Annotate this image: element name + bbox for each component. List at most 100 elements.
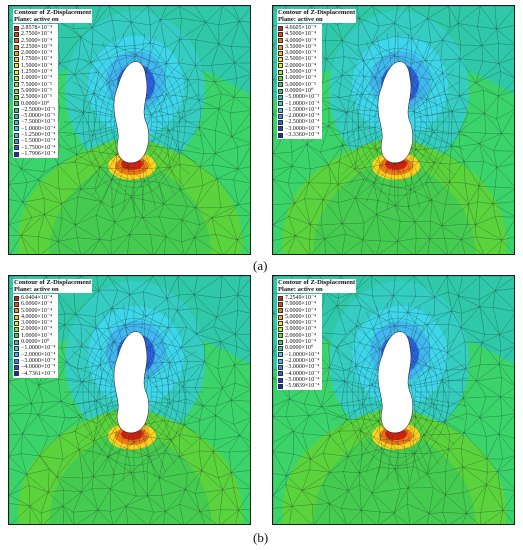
legend-swatch (14, 358, 19, 364)
legend-level: 4.5000×10⁻⁴ (278, 31, 320, 37)
legend-levels: 7.2549×10⁻⁴ 7.0000×10⁻⁴ 6.0000×10⁻⁴ 5.0000×… (277, 294, 322, 391)
legend-title: Contour of Z-Displacement (277, 279, 357, 286)
legend-swatch (278, 314, 283, 320)
legend-swatch (278, 339, 283, 345)
legend-level-value: 3.5000×10⁻⁴ (285, 43, 317, 50)
legend-level-value: −5.0000×10⁻⁵ (285, 94, 320, 101)
legend-level-value: 0.0000×10⁰ (21, 339, 50, 346)
contour-panel-a-left: Contour of Z-Displacement Plane: active … (8, 5, 251, 255)
legend-swatch (278, 38, 283, 44)
legend-swatch (14, 50, 19, 56)
legend-level-value: −1.7500×10⁻⁴ (21, 144, 56, 151)
legend-level-value: −1.5000×10⁻⁴ (285, 106, 320, 113)
legend-level-value: 1.5000×10⁻⁴ (21, 62, 53, 69)
legend-swatch (278, 383, 283, 389)
legend-level: 7.2549×10⁻⁴ (278, 295, 320, 301)
legend-level: 0.0000×10⁰ (14, 339, 56, 345)
legend-level-value: 4.0000×10⁻⁴ (285, 37, 317, 44)
legend-swatch (278, 132, 283, 138)
legend-level: 4.0000×10⁻⁴ (278, 38, 320, 44)
legend-swatch (278, 371, 283, 377)
legend-level-value: −1.2500×10⁻⁴ (21, 132, 56, 139)
legend-swatch (278, 76, 283, 82)
caption-b: (b) (253, 530, 269, 545)
legend-swatch (14, 69, 19, 75)
opening-cavity (113, 331, 149, 434)
legend-swatch (14, 76, 19, 82)
legend-swatch (14, 308, 19, 314)
contour-panel-b-left: Contour of Z-Displacement Plane: active … (8, 275, 251, 525)
legend-swatch (278, 308, 283, 314)
legend-level: 1.7500×10⁻⁴ (14, 56, 56, 62)
legend-level-value: 6.0000×10⁻⁴ (285, 307, 317, 314)
legend-level: 2.5000×10⁻⁵ (14, 94, 56, 100)
legend-swatch (278, 88, 283, 94)
legend-level-value: 2.0000×10⁻⁴ (21, 326, 53, 333)
legend-level-value: −3.0000×10⁻⁴ (285, 364, 320, 371)
legend-swatch (14, 31, 19, 37)
legend-swatch (14, 314, 19, 320)
legend-swatch (14, 371, 19, 377)
legend-level-value: −1.0000×10⁻⁴ (285, 351, 320, 358)
legend-level-value: −3.0000×10⁻⁴ (285, 125, 320, 132)
legend-level-value: −1.7996×10⁻⁴ (21, 150, 56, 157)
legend-swatch (278, 352, 283, 358)
legend-swatch (14, 145, 19, 151)
legend-swatch (278, 364, 283, 370)
opening-cavity (113, 61, 149, 164)
legend-level-value: 1.5000×10⁻⁴ (285, 69, 317, 76)
legend-level: 7.5000×10⁻⁵ (14, 82, 56, 88)
contour-panel-b-right: Contour of Z-Displacement Plane: active … (272, 275, 515, 525)
legend-swatch (14, 82, 19, 88)
legend-level-value: 1.0000×10⁻⁴ (285, 339, 317, 346)
legend-swatch (278, 107, 283, 113)
legend-level-value: −7.5000×10⁻⁵ (21, 119, 56, 126)
legend-level: −1.7500×10⁻⁴ (14, 145, 56, 151)
legend-level-value: 5.0000×10⁻⁵ (21, 87, 53, 94)
legend-swatch (278, 358, 283, 364)
legend-level: −1.5000×10⁻⁴ (14, 138, 56, 144)
legend-level-value: −5.0000×10⁻⁴ (285, 376, 320, 383)
legend-level: 2.0000×10⁻⁴ (14, 326, 56, 332)
legend-level: 2.0000×10⁻⁴ (278, 63, 320, 69)
legend-level: 5.0000×10⁻⁴ (14, 308, 56, 314)
legend-level-value: −1.0000×10⁻⁴ (21, 125, 56, 132)
legend-title: Contour of Z-Displacement (13, 9, 93, 16)
legend-level-value: 3.0000×10⁻⁴ (285, 50, 317, 57)
legend-swatch (278, 25, 283, 31)
legend-level-value: 4.0000×10⁻⁴ (21, 313, 53, 320)
legend-swatch (278, 44, 283, 50)
legend-level: 3.0000×10⁻⁴ (278, 326, 320, 332)
legend-swatch (14, 151, 19, 157)
contour-panel-a-right: Contour of Z-Displacement Plane: active … (272, 5, 515, 255)
legend-swatch (14, 44, 19, 50)
legend-level: 0.0000×10⁰ (278, 88, 320, 94)
legend-level: 2.8578×10⁻⁴ (14, 25, 56, 31)
legend-swatch (14, 327, 19, 333)
legend-level-value: 2.5000×10⁻⁴ (285, 56, 317, 63)
band-lower-green-inner (49, 426, 212, 524)
legend-levels: 2.8578×10⁻⁴ 2.7500×10⁻⁴ 2.5000×10⁻⁴ 2.2500×… (13, 24, 58, 159)
legend-level: 5.0000×10⁻⁵ (278, 82, 320, 88)
contour-plot (273, 6, 514, 254)
legend-level-value: −5.0000×10⁻⁵ (21, 113, 56, 120)
legend-level-value: 5.0000×10⁻⁴ (21, 307, 53, 314)
legend-level-value: 5.0000×10⁻⁴ (285, 313, 317, 320)
legend-level: 1.0000×10⁻⁴ (278, 339, 320, 345)
legend-level: 2.5000×10⁻⁴ (14, 38, 56, 44)
legend-level-value: −3.3360×10⁻⁴ (285, 132, 320, 139)
legend-swatch (14, 295, 19, 301)
legend-swatch (14, 339, 19, 345)
legend-level-value: 7.0000×10⁻⁴ (285, 301, 317, 308)
legend-level: −3.0000×10⁻⁴ (278, 126, 320, 132)
legend-swatch (14, 63, 19, 69)
legend-level-value: 2.8578×10⁻⁴ (21, 25, 53, 31)
band-lower-green-inner (49, 156, 212, 254)
legend-level-value: 2.5000×10⁻⁴ (21, 37, 53, 44)
contour-legend: Contour of Z-Displacement Plane: active … (277, 9, 357, 140)
legend-subtitle: Plane: active on (277, 16, 357, 23)
legend-level-value: −4.7361×10⁻⁴ (21, 370, 56, 377)
legend-level: 4.6605×10⁻⁴ (278, 25, 320, 31)
legend-level: 4.0000×10⁻⁴ (278, 320, 320, 326)
legend-level-value: 6.0000×10⁻⁴ (21, 301, 53, 308)
